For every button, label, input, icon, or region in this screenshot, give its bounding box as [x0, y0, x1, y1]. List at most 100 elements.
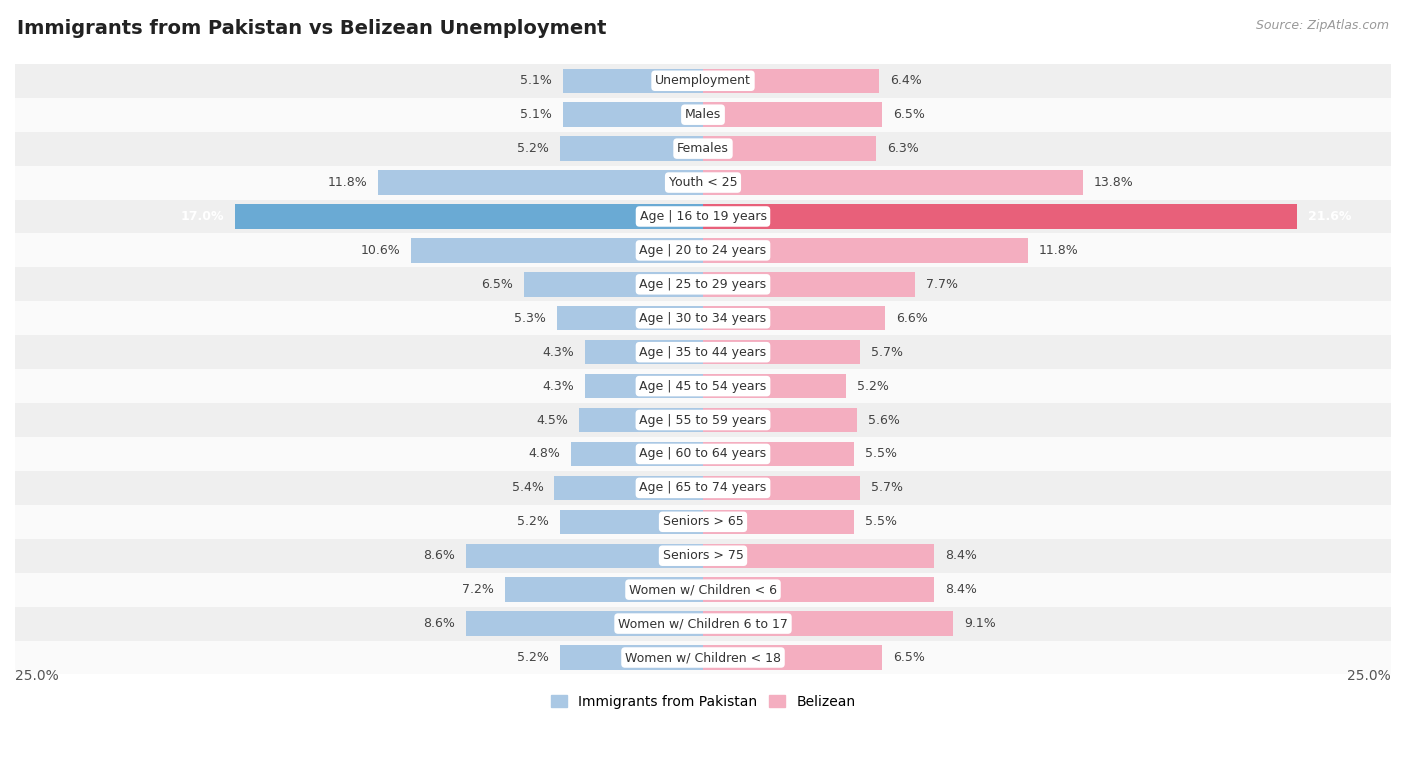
Text: Males: Males: [685, 108, 721, 121]
Bar: [15, 403, 1391, 437]
Text: 8.6%: 8.6%: [423, 617, 456, 630]
Text: Age | 65 to 74 years: Age | 65 to 74 years: [640, 481, 766, 494]
Text: Age | 30 to 34 years: Age | 30 to 34 years: [640, 312, 766, 325]
Bar: [703, 102, 882, 127]
Bar: [15, 335, 1391, 369]
Text: Unemployment: Unemployment: [655, 74, 751, 87]
Bar: [15, 640, 1391, 674]
Bar: [15, 233, 1391, 267]
Text: 13.8%: 13.8%: [1094, 176, 1133, 189]
Text: 11.8%: 11.8%: [328, 176, 367, 189]
Text: 5.2%: 5.2%: [858, 379, 889, 393]
Text: 5.4%: 5.4%: [512, 481, 543, 494]
Text: 5.3%: 5.3%: [515, 312, 546, 325]
Text: 8.6%: 8.6%: [423, 550, 456, 562]
Bar: [560, 645, 703, 670]
Text: 5.2%: 5.2%: [517, 142, 548, 155]
Bar: [703, 645, 882, 670]
Text: 9.1%: 9.1%: [965, 617, 997, 630]
Bar: [15, 64, 1391, 98]
Text: 6.5%: 6.5%: [893, 651, 925, 664]
Text: Age | 16 to 19 years: Age | 16 to 19 years: [640, 210, 766, 223]
Text: 5.1%: 5.1%: [520, 74, 551, 87]
Bar: [15, 606, 1391, 640]
Text: Age | 20 to 24 years: Age | 20 to 24 years: [640, 244, 766, 257]
Bar: [571, 442, 703, 466]
Text: 21.6%: 21.6%: [1309, 210, 1351, 223]
Bar: [703, 69, 879, 93]
Bar: [15, 573, 1391, 606]
Text: Age | 60 to 64 years: Age | 60 to 64 years: [640, 447, 766, 460]
Bar: [15, 166, 1391, 200]
Bar: [579, 408, 703, 432]
Text: Age | 45 to 54 years: Age | 45 to 54 years: [640, 379, 766, 393]
Text: 6.6%: 6.6%: [896, 312, 928, 325]
Text: 10.6%: 10.6%: [360, 244, 401, 257]
Text: 5.1%: 5.1%: [520, 108, 551, 121]
Text: 4.5%: 4.5%: [536, 413, 568, 426]
Bar: [703, 578, 934, 602]
Text: 5.7%: 5.7%: [870, 481, 903, 494]
Text: 6.4%: 6.4%: [890, 74, 922, 87]
Bar: [505, 578, 703, 602]
Text: 5.5%: 5.5%: [865, 516, 897, 528]
Text: Females: Females: [678, 142, 728, 155]
Text: 25.0%: 25.0%: [15, 669, 59, 683]
Bar: [703, 374, 846, 398]
Bar: [557, 306, 703, 331]
Bar: [412, 238, 703, 263]
Text: Women w/ Children < 18: Women w/ Children < 18: [626, 651, 780, 664]
Bar: [15, 471, 1391, 505]
Text: Seniors > 65: Seniors > 65: [662, 516, 744, 528]
Text: 17.0%: 17.0%: [180, 210, 224, 223]
Bar: [562, 102, 703, 127]
Text: Source: ZipAtlas.com: Source: ZipAtlas.com: [1256, 19, 1389, 32]
Text: Youth < 25: Youth < 25: [669, 176, 737, 189]
Bar: [703, 136, 876, 160]
Bar: [15, 98, 1391, 132]
Bar: [15, 437, 1391, 471]
Text: 25.0%: 25.0%: [1347, 669, 1391, 683]
Bar: [703, 544, 934, 568]
Text: Women w/ Children 6 to 17: Women w/ Children 6 to 17: [619, 617, 787, 630]
Text: 5.6%: 5.6%: [868, 413, 900, 426]
Text: Age | 55 to 59 years: Age | 55 to 59 years: [640, 413, 766, 426]
Bar: [15, 539, 1391, 573]
Text: Age | 25 to 29 years: Age | 25 to 29 years: [640, 278, 766, 291]
Bar: [15, 200, 1391, 233]
Text: 7.7%: 7.7%: [927, 278, 957, 291]
Bar: [562, 69, 703, 93]
Text: Age | 35 to 44 years: Age | 35 to 44 years: [640, 346, 766, 359]
Bar: [703, 204, 1298, 229]
Bar: [560, 136, 703, 160]
Bar: [15, 505, 1391, 539]
Bar: [703, 306, 884, 331]
Text: 4.3%: 4.3%: [541, 346, 574, 359]
Bar: [703, 238, 1028, 263]
Bar: [560, 509, 703, 534]
Bar: [585, 374, 703, 398]
Text: 4.3%: 4.3%: [541, 379, 574, 393]
Bar: [703, 340, 860, 364]
Text: Immigrants from Pakistan vs Belizean Unemployment: Immigrants from Pakistan vs Belizean Une…: [17, 19, 606, 38]
Bar: [15, 301, 1391, 335]
Text: 8.4%: 8.4%: [945, 550, 977, 562]
Bar: [703, 408, 858, 432]
Text: 6.5%: 6.5%: [481, 278, 513, 291]
Text: 6.5%: 6.5%: [893, 108, 925, 121]
Bar: [703, 475, 860, 500]
Text: Seniors > 75: Seniors > 75: [662, 550, 744, 562]
Bar: [235, 204, 703, 229]
Bar: [703, 170, 1083, 195]
Text: 5.2%: 5.2%: [517, 516, 548, 528]
Bar: [554, 475, 703, 500]
Text: 5.7%: 5.7%: [870, 346, 903, 359]
Bar: [703, 509, 855, 534]
Text: 11.8%: 11.8%: [1039, 244, 1078, 257]
Text: 5.5%: 5.5%: [865, 447, 897, 460]
Bar: [524, 272, 703, 297]
Text: 8.4%: 8.4%: [945, 583, 977, 597]
Bar: [467, 612, 703, 636]
Text: 4.8%: 4.8%: [529, 447, 560, 460]
Text: Women w/ Children < 6: Women w/ Children < 6: [628, 583, 778, 597]
